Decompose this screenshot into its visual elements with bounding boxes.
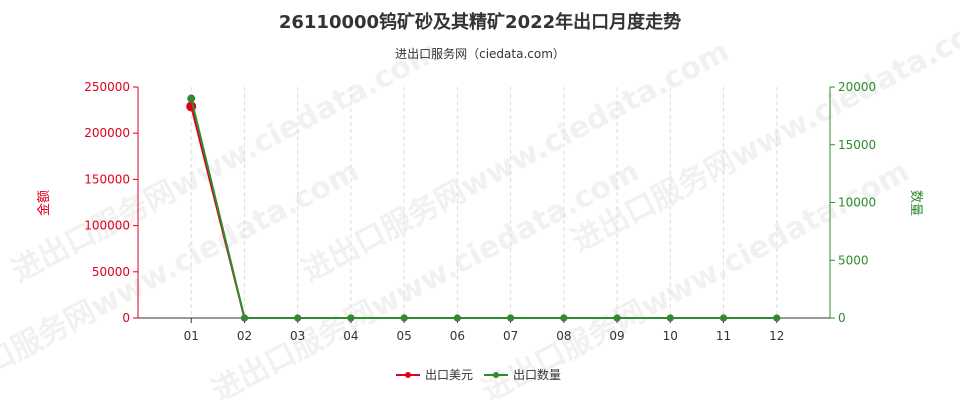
data-point[interactable] (720, 314, 728, 322)
legend-item-export-quantity[interactable]: 出口数量 (484, 367, 561, 382)
x-tick-label: 05 (397, 329, 412, 343)
chart-title: 26110000钨矿砂及其精矿2022年出口月度走势 (279, 11, 681, 33)
data-point[interactable] (560, 314, 568, 322)
chart-subtitle: 进出口服务网（ciedata.com） (395, 46, 565, 61)
left-tick-label: 50000 (92, 265, 130, 279)
watermark-layer: 进出口服务网www.ciedata.com进出口服务网www.ciedata.c… (0, 4, 960, 404)
left-tick-label: 200000 (84, 126, 130, 140)
series-line (190, 98, 777, 319)
x-tick-label: 11 (716, 329, 731, 343)
right-axis-ticks: 20000 15000 10000 5000 0 (830, 80, 876, 325)
left-axis-title: 金额 (36, 190, 52, 216)
x-tick-label: 06 (450, 329, 465, 343)
legend-item-export-usd[interactable]: 出口美元 (396, 368, 473, 382)
x-tick-label: 10 (663, 329, 678, 343)
left-tick-label: 100000 (84, 219, 130, 233)
legend-label-export-quantity: 出口数量 (513, 367, 561, 382)
x-tick-label: 12 (769, 329, 784, 343)
left-tick-label: 150000 (84, 172, 130, 186)
right-tick-label: 0 (838, 311, 846, 325)
left-tick-label: 250000 (84, 80, 130, 94)
x-axis-ticks: 01 02 03 04 05 06 07 08 09 10 11 12 (184, 318, 784, 343)
right-tick-label: 10000 (838, 196, 876, 210)
right-axis-title: 数量 (908, 190, 923, 216)
right-tick-label: 20000 (838, 80, 876, 94)
watermark-text: 进出口服务网www.ciedata.com (566, 4, 960, 259)
data-point[interactable] (773, 314, 781, 322)
legend-label-export-usd: 出口美元 (425, 368, 473, 382)
data-point[interactable] (666, 314, 674, 322)
x-tick-label: 03 (290, 329, 305, 343)
data-point[interactable] (613, 314, 621, 322)
right-tick-label: 15000 (838, 138, 876, 152)
series-layer (186, 94, 781, 322)
x-tick-label: 02 (237, 329, 252, 343)
data-point[interactable] (187, 94, 196, 103)
x-tick-label: 09 (609, 329, 624, 343)
data-point[interactable] (507, 314, 515, 322)
left-tick-label: 0 (122, 311, 130, 325)
grid-lines (190, 87, 778, 318)
data-point[interactable] (453, 314, 461, 322)
right-tick-label: 5000 (838, 253, 869, 267)
x-tick-label: 04 (343, 329, 358, 343)
x-tick-label: 01 (184, 329, 199, 343)
x-tick-label: 08 (556, 329, 571, 343)
data-point[interactable] (347, 314, 355, 322)
data-point[interactable] (240, 314, 248, 322)
legend[interactable]: 出口美元 出口数量 (396, 367, 561, 382)
data-point[interactable] (400, 314, 408, 322)
left-axis-ticks: 250000 200000 150000 100000 50000 0 (84, 80, 138, 325)
x-tick-label: 07 (503, 329, 518, 343)
data-point[interactable] (294, 314, 302, 322)
series-export-quantity (187, 94, 781, 322)
